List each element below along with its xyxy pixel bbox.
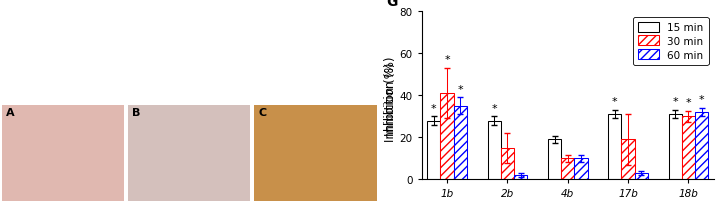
Bar [487, 121, 501, 180]
Bar [622, 140, 634, 180]
Bar [548, 140, 561, 180]
Legend: 15 min, 30 min, 60 min: 15 min, 30 min, 60 min [633, 17, 709, 65]
Bar [634, 173, 648, 180]
Text: *: * [444, 55, 450, 65]
Bar [695, 113, 708, 180]
Bar [255, 105, 376, 201]
Bar [514, 175, 527, 180]
Bar [454, 106, 467, 180]
Text: *: * [612, 97, 618, 107]
Bar [609, 115, 622, 180]
Bar [128, 105, 250, 201]
Text: *: * [492, 103, 497, 113]
Bar [441, 94, 454, 180]
Bar [575, 159, 588, 180]
Bar [501, 148, 514, 180]
Bar [428, 121, 441, 180]
Text: Inhibition (%): Inhibition (%) [384, 62, 397, 142]
Text: *: * [686, 98, 691, 108]
Bar [668, 115, 682, 180]
Text: *: * [458, 84, 463, 94]
Text: A: A [6, 107, 14, 117]
Bar [561, 159, 575, 180]
Text: B: B [132, 107, 140, 117]
Text: G: G [386, 0, 398, 9]
Text: C: C [258, 107, 266, 117]
Text: *: * [431, 103, 437, 113]
Text: *: * [673, 97, 678, 107]
Bar [682, 117, 695, 180]
Text: *: * [699, 95, 704, 105]
Bar [2, 105, 124, 201]
Y-axis label: Inhibition (%): Inhibition (%) [384, 56, 397, 135]
